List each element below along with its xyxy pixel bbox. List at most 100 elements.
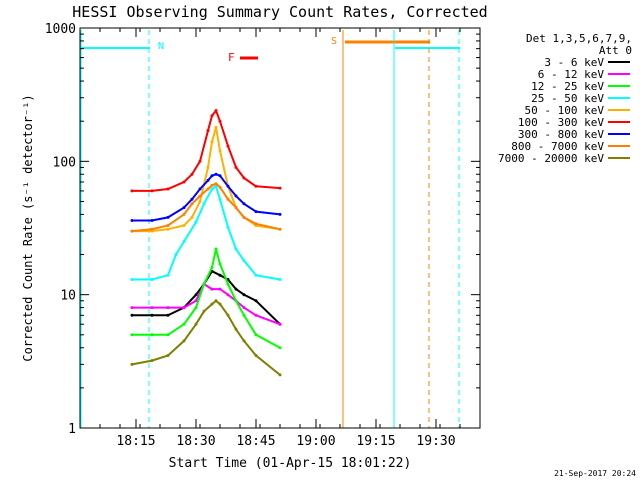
x-tick-label: 18:45 (236, 434, 275, 449)
x-tick-label: 19:30 (416, 434, 455, 449)
data-point (194, 220, 198, 224)
data-point (278, 212, 282, 216)
data-point (166, 333, 170, 337)
annotation-n: N (158, 41, 164, 52)
data-point (174, 253, 178, 256)
data-point (254, 354, 258, 357)
chart-title: HESSI Observing Summary Count Rates, Cor… (72, 3, 487, 21)
data-point (234, 247, 238, 251)
annotation-s: S (331, 36, 337, 47)
data-point (198, 200, 202, 203)
annotation-f: F (228, 51, 235, 64)
data-point (166, 273, 170, 277)
data-point (166, 224, 170, 227)
data-point (214, 172, 218, 176)
data-point (210, 114, 214, 118)
data-point (226, 282, 230, 286)
data-point (218, 287, 222, 291)
data-point (218, 174, 222, 178)
data-point (234, 327, 238, 331)
series-line-4 (132, 127, 281, 233)
data-point (198, 194, 202, 198)
legend-label: 800 - 7000 keV (511, 140, 604, 153)
data-point (278, 346, 282, 350)
data-point (242, 293, 246, 297)
data-point (150, 278, 154, 281)
data-point (210, 266, 214, 269)
data-point (194, 322, 198, 326)
data-point (194, 306, 198, 310)
data-point (234, 194, 238, 198)
data-point (218, 119, 222, 123)
data-point (214, 182, 218, 186)
legend-label: 3 - 6 keV (544, 56, 604, 69)
data-point (242, 339, 246, 343)
axes: 1 10 100 1000 18:15 18:30 18:45 19:00 19:15 19:30 (45, 22, 481, 449)
data-point (234, 299, 238, 303)
data-point (214, 299, 218, 303)
data-point (130, 278, 134, 281)
legend-header-line-1: Det 1,3,5,6,7,9, (526, 32, 632, 45)
data-point (218, 273, 222, 277)
data-point (206, 187, 210, 191)
data-point (130, 362, 134, 366)
data-point (206, 165, 210, 169)
data-point (166, 227, 170, 231)
data-point (226, 313, 230, 317)
data-point (278, 322, 282, 326)
legend-label: 100 - 300 keV (518, 116, 604, 129)
data-point (234, 287, 238, 291)
data-point (194, 293, 198, 297)
legend-label: 300 - 800 keV (518, 128, 604, 141)
data-point (206, 129, 210, 133)
data-point (218, 185, 222, 189)
data-point (254, 210, 258, 214)
data-point (202, 309, 206, 313)
x-tick-label: 18:30 (176, 434, 215, 449)
data-point (218, 302, 222, 306)
legend-label: 12 - 25 keV (531, 80, 604, 93)
data-point (218, 197, 222, 201)
data-point (150, 189, 154, 193)
data-point (210, 140, 214, 144)
legend-header-line-2: Att 0 (599, 44, 632, 57)
data-point (198, 159, 202, 163)
data-point (254, 222, 258, 226)
data-point (130, 306, 134, 310)
footer-date: 21-Sep-2017 20:24 (554, 469, 636, 478)
y-tick-label: 10 (60, 289, 76, 304)
data-point (210, 187, 214, 191)
data-point (214, 109, 218, 113)
data-point (242, 259, 246, 263)
data-point (190, 215, 194, 219)
legend-label: 25 - 50 keV (531, 92, 604, 105)
data-point (278, 278, 282, 281)
data-point (182, 240, 186, 244)
data-point (218, 149, 222, 153)
data-point (202, 202, 206, 206)
data-point (182, 306, 186, 310)
data-point (226, 197, 230, 201)
x-tick-label: 18:15 (116, 434, 155, 449)
data-point (182, 322, 186, 326)
data-point (150, 219, 154, 222)
data-point (182, 180, 186, 184)
data-point (254, 273, 258, 277)
legend-label: 7000 - 20000 keV (498, 152, 604, 165)
data-point (278, 373, 282, 377)
data-point (194, 299, 198, 303)
y-tick-label: 1 (68, 422, 76, 437)
data-point (234, 206, 238, 210)
data-point (214, 125, 218, 129)
data-point (190, 202, 194, 206)
data-point (182, 224, 186, 227)
data-point (182, 212, 186, 216)
data-point (226, 184, 230, 188)
y-tick-label: 100 (53, 155, 76, 170)
data-point (254, 184, 258, 188)
data-point (166, 306, 170, 310)
data-point (182, 339, 186, 343)
data-point (242, 202, 246, 206)
legend-label: 6 - 12 keV (538, 68, 605, 81)
